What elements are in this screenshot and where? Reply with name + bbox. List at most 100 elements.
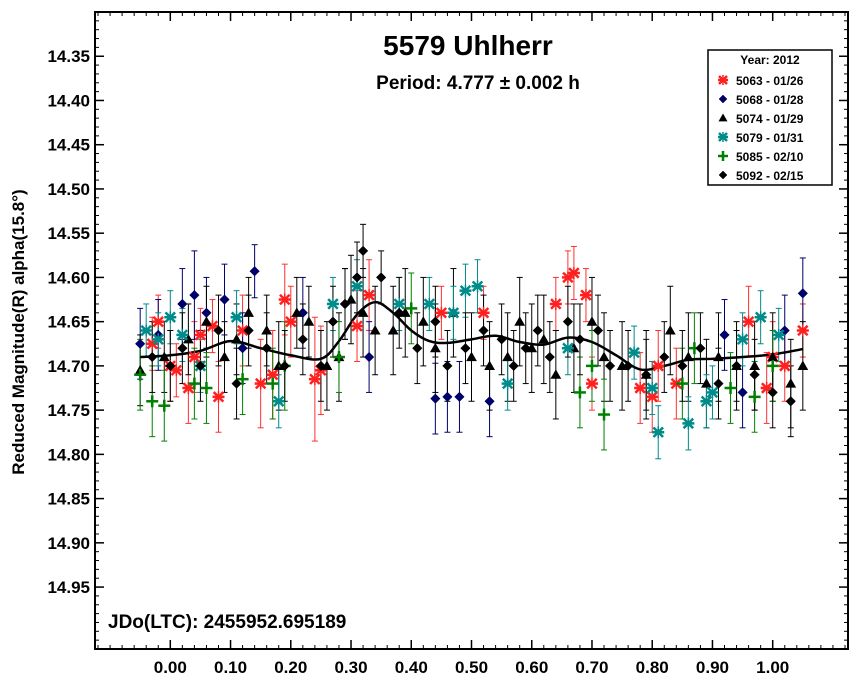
data-point xyxy=(266,377,279,390)
data-point xyxy=(466,351,477,362)
x-tick-label: 0.30 xyxy=(334,658,367,677)
data-point xyxy=(748,390,761,403)
data-point xyxy=(230,311,243,324)
data-point xyxy=(646,382,659,395)
data-point xyxy=(719,329,730,341)
data-point xyxy=(749,369,760,380)
data-point xyxy=(254,377,267,390)
data-point xyxy=(165,360,176,372)
data-point xyxy=(701,378,712,388)
data-point xyxy=(164,311,177,324)
legend: Year: 2012 5063 - 01/26 5068 - 01/28 5074 … xyxy=(707,49,833,186)
data-point xyxy=(363,289,376,302)
data-point xyxy=(231,333,242,344)
y-tick-label: 14.75 xyxy=(47,401,90,420)
data-point xyxy=(700,395,713,408)
data-point xyxy=(272,395,285,408)
data-point xyxy=(430,316,441,327)
data-point xyxy=(308,373,321,386)
y-tick-label: 14.95 xyxy=(47,578,90,597)
data-point xyxy=(796,324,809,337)
data-point xyxy=(579,289,592,302)
data-point xyxy=(177,343,188,354)
data-point xyxy=(772,328,785,341)
data-point xyxy=(682,351,694,362)
data-point xyxy=(695,343,706,354)
x-tick-label: 0.00 xyxy=(154,658,187,677)
data-point xyxy=(236,324,249,337)
data-point xyxy=(315,360,327,372)
fit-curve xyxy=(140,300,804,372)
data-point xyxy=(237,343,248,354)
data-point xyxy=(742,315,755,328)
data-point xyxy=(152,333,165,346)
data-point xyxy=(622,360,634,372)
x-axis: 0.00 0.10 0.20 0.30 0.40 0.50 0.60 0.70 0.80 0.90… xyxy=(97,12,846,677)
x-tick-label: 0.80 xyxy=(636,658,669,677)
data-point xyxy=(442,391,453,403)
data-point xyxy=(194,328,207,341)
data-point xyxy=(146,395,159,408)
data-point xyxy=(659,351,670,363)
x-tick-label: 1.00 xyxy=(756,658,789,677)
data-point xyxy=(158,399,171,412)
data-point xyxy=(724,382,737,395)
data-point xyxy=(484,360,495,370)
data-point xyxy=(435,306,448,319)
x-tick-label: 0.40 xyxy=(395,658,428,677)
data-point xyxy=(585,377,598,390)
data-point xyxy=(297,334,308,345)
data-point xyxy=(394,307,405,318)
y-tick-label: 14.45 xyxy=(47,136,90,155)
data-point xyxy=(484,396,495,407)
data-point xyxy=(213,325,224,336)
data-point xyxy=(496,334,507,345)
data-point xyxy=(585,359,598,372)
data-point xyxy=(351,320,364,333)
data-point xyxy=(412,343,423,354)
data-point xyxy=(201,316,212,326)
legend-title: Year: 2012 xyxy=(740,53,800,67)
x-tick-label: 0.50 xyxy=(455,658,488,677)
data-point xyxy=(291,307,303,317)
data-point xyxy=(785,378,797,388)
data-point xyxy=(351,272,363,283)
data-point xyxy=(176,328,189,341)
data-point xyxy=(201,307,212,318)
y-tick-label: 14.60 xyxy=(47,268,90,287)
data-point xyxy=(508,360,519,372)
data-point xyxy=(140,324,153,337)
fit-curve-line xyxy=(140,300,804,372)
x-tick-label: 0.70 xyxy=(575,658,608,677)
data-point xyxy=(797,360,809,370)
data-point xyxy=(261,325,273,335)
data-point xyxy=(405,302,418,315)
data-point xyxy=(604,360,616,372)
data-point xyxy=(188,377,201,390)
data-point xyxy=(562,316,574,327)
legend-label: 5063 - 01/26 xyxy=(736,74,804,88)
y-tick-label: 14.80 xyxy=(47,445,90,464)
y-tick-label: 14.35 xyxy=(47,47,90,66)
data-point xyxy=(477,306,490,319)
data-point xyxy=(598,351,610,362)
data-point xyxy=(345,294,357,304)
legend-box xyxy=(707,49,833,186)
data-point xyxy=(454,391,465,403)
data-point xyxy=(387,325,399,335)
y-tick-label: 14.85 xyxy=(47,490,90,509)
data-point xyxy=(134,368,147,381)
data-point xyxy=(670,377,683,390)
data-point xyxy=(243,307,255,317)
data-point xyxy=(332,351,345,364)
data-point xyxy=(532,325,543,336)
y-tick-label: 14.90 xyxy=(47,534,90,553)
data-point xyxy=(706,386,719,399)
data-point xyxy=(749,360,761,370)
data-point xyxy=(249,266,260,277)
y-axis: 14.35 14.40 14.45 14.50 14.55 14.60 14.65 14.70… xyxy=(47,11,848,650)
x-tick-label: 0.90 xyxy=(696,658,729,677)
data-point xyxy=(442,360,453,372)
data-point xyxy=(284,315,297,328)
